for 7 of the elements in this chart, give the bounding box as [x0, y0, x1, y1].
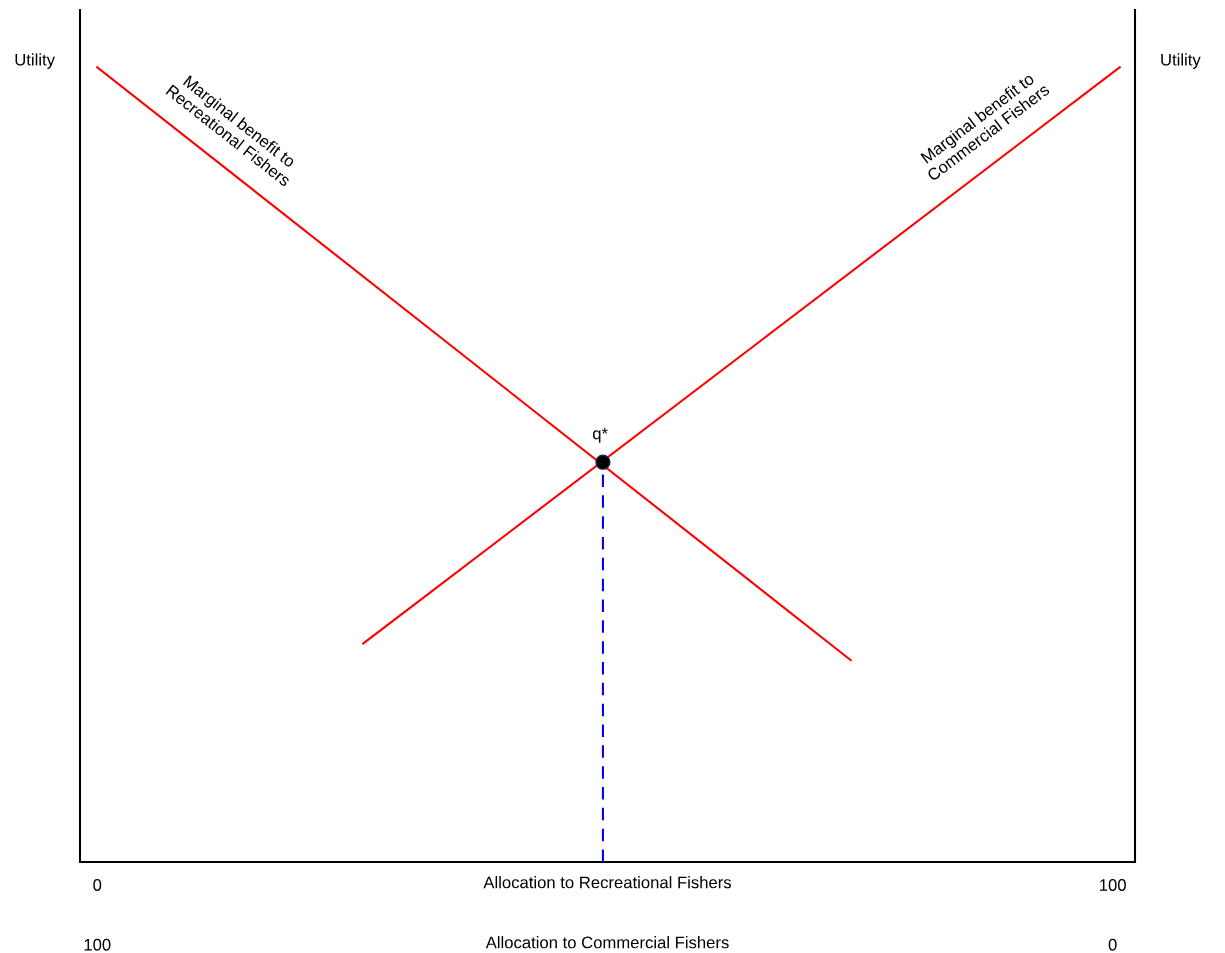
annotation: q* — [592, 427, 608, 443]
x-axis-title: Allocation to Recreational Fishers — [483, 876, 732, 889]
y2-axis-title: Utility — [1161, 53, 1201, 69]
x2-tick-label: 0 — [1108, 938, 1117, 951]
y-axis-title: Utility — [15, 53, 55, 69]
x2-tick-label: 100 — [84, 938, 111, 951]
x2-axis-title: Allocation to Commercial Fishers — [485, 936, 729, 949]
